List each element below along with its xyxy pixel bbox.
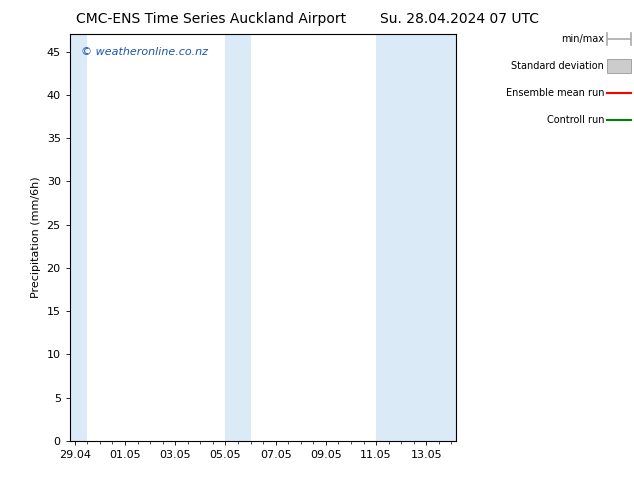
Text: © weatheronline.co.nz: © weatheronline.co.nz [81,47,209,56]
Text: Su. 28.04.2024 07 UTC: Su. 28.04.2024 07 UTC [380,12,540,26]
Text: CMC-ENS Time Series Auckland Airport: CMC-ENS Time Series Auckland Airport [76,12,346,26]
Text: min/max: min/max [561,34,604,44]
Y-axis label: Precipitation (mm/6h): Precipitation (mm/6h) [31,177,41,298]
Bar [226,34,250,441]
Bar [376,34,456,441]
Text: Ensemble mean run: Ensemble mean run [506,88,604,98]
Text: Controll run: Controll run [547,115,604,125]
Bar [70,34,87,441]
Text: Standard deviation: Standard deviation [512,61,604,71]
